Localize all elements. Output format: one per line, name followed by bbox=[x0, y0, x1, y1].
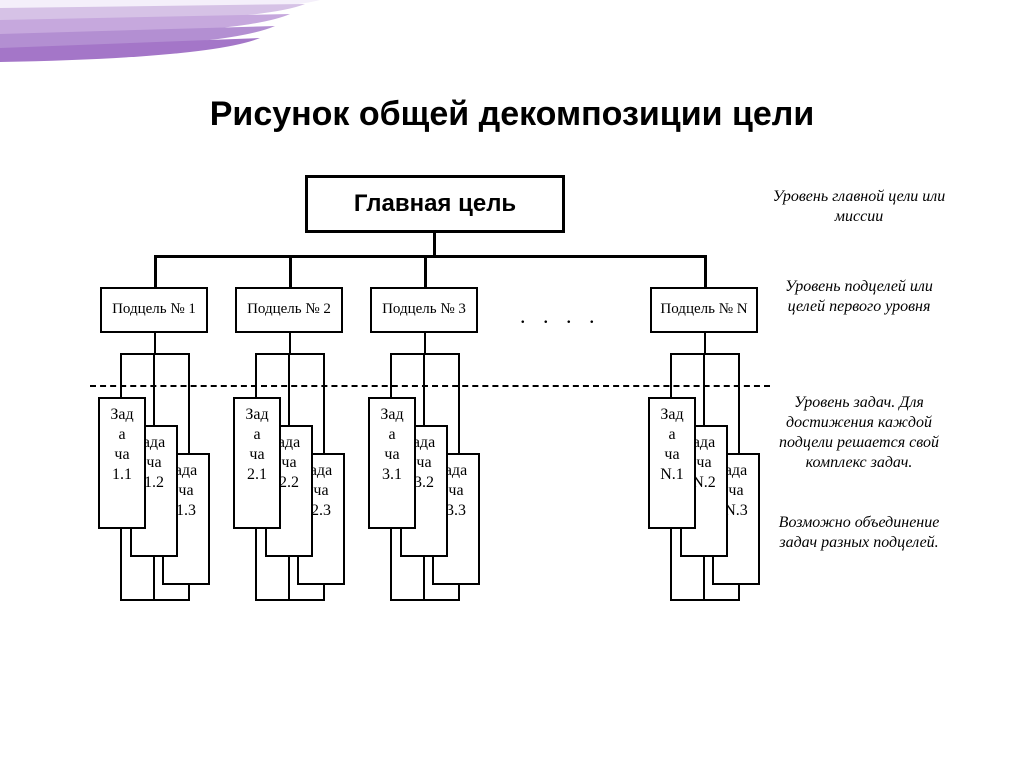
node-subgoal-n: Подцель № N bbox=[650, 287, 758, 333]
diagram-canvas: Главная цель Подцель № 1 Подцель № 2 Под… bbox=[90, 175, 949, 692]
annotation-level-task: Уровень задач. Для достижения каждой под… bbox=[769, 393, 949, 473]
decorative-ribbon bbox=[0, 0, 320, 65]
node-task: Зад а ча 3.1 bbox=[368, 397, 416, 529]
connector bbox=[390, 599, 460, 601]
connector bbox=[458, 353, 460, 453]
connector bbox=[703, 557, 705, 599]
node-subgoal-2: Подцель № 2 bbox=[235, 287, 343, 333]
connector bbox=[433, 233, 436, 255]
connector bbox=[289, 255, 292, 287]
connector bbox=[288, 557, 290, 599]
connector bbox=[289, 333, 291, 353]
connector bbox=[670, 529, 672, 599]
ellipsis: . . . . bbox=[520, 303, 601, 329]
node-subgoal-1: Подцель № 1 bbox=[100, 287, 208, 333]
annotation-level-main: Уровень главной цели или миссии bbox=[769, 187, 949, 227]
node-task: Зад а ча 2.1 bbox=[233, 397, 281, 529]
connector bbox=[423, 353, 425, 425]
connector bbox=[154, 333, 156, 353]
connector bbox=[255, 353, 325, 355]
connector bbox=[704, 255, 707, 287]
connector bbox=[255, 529, 257, 599]
connector bbox=[153, 353, 155, 425]
annotation-level-sub: Уровень подцелей или целей первого уровн… bbox=[769, 277, 949, 317]
connector bbox=[703, 353, 705, 425]
connector bbox=[120, 353, 122, 397]
connector bbox=[423, 557, 425, 599]
connector bbox=[188, 585, 190, 599]
slide: Рисунок общей декомпозиции цели Главная … bbox=[0, 0, 1024, 767]
connector bbox=[153, 557, 155, 599]
connector bbox=[323, 353, 325, 453]
connector bbox=[670, 599, 740, 601]
node-main-goal: Главная цель bbox=[305, 175, 565, 233]
connector bbox=[424, 255, 427, 287]
connector bbox=[120, 529, 122, 599]
connector bbox=[704, 333, 706, 353]
connector bbox=[323, 585, 325, 599]
connector bbox=[390, 353, 460, 355]
node-subgoal-3: Подцель № 3 bbox=[370, 287, 478, 333]
connector bbox=[288, 353, 290, 425]
connector bbox=[120, 599, 190, 601]
connector bbox=[154, 255, 157, 287]
slide-title: Рисунок общей декомпозиции цели bbox=[0, 95, 1024, 134]
connector bbox=[188, 353, 190, 453]
connector bbox=[458, 585, 460, 599]
connector bbox=[154, 255, 704, 258]
connector bbox=[120, 353, 190, 355]
level-divider bbox=[90, 385, 770, 387]
connector bbox=[424, 333, 426, 353]
connector bbox=[390, 353, 392, 397]
node-task: Зад а ча N.1 bbox=[648, 397, 696, 529]
connector bbox=[390, 529, 392, 599]
connector bbox=[255, 353, 257, 397]
connector bbox=[738, 353, 740, 453]
annotation-merge: Возможно объединение задач разных подцел… bbox=[769, 513, 949, 553]
connector bbox=[670, 353, 740, 355]
connector bbox=[670, 353, 672, 397]
connector bbox=[255, 599, 325, 601]
node-task: Зад а ча 1.1 bbox=[98, 397, 146, 529]
connector bbox=[738, 585, 740, 599]
